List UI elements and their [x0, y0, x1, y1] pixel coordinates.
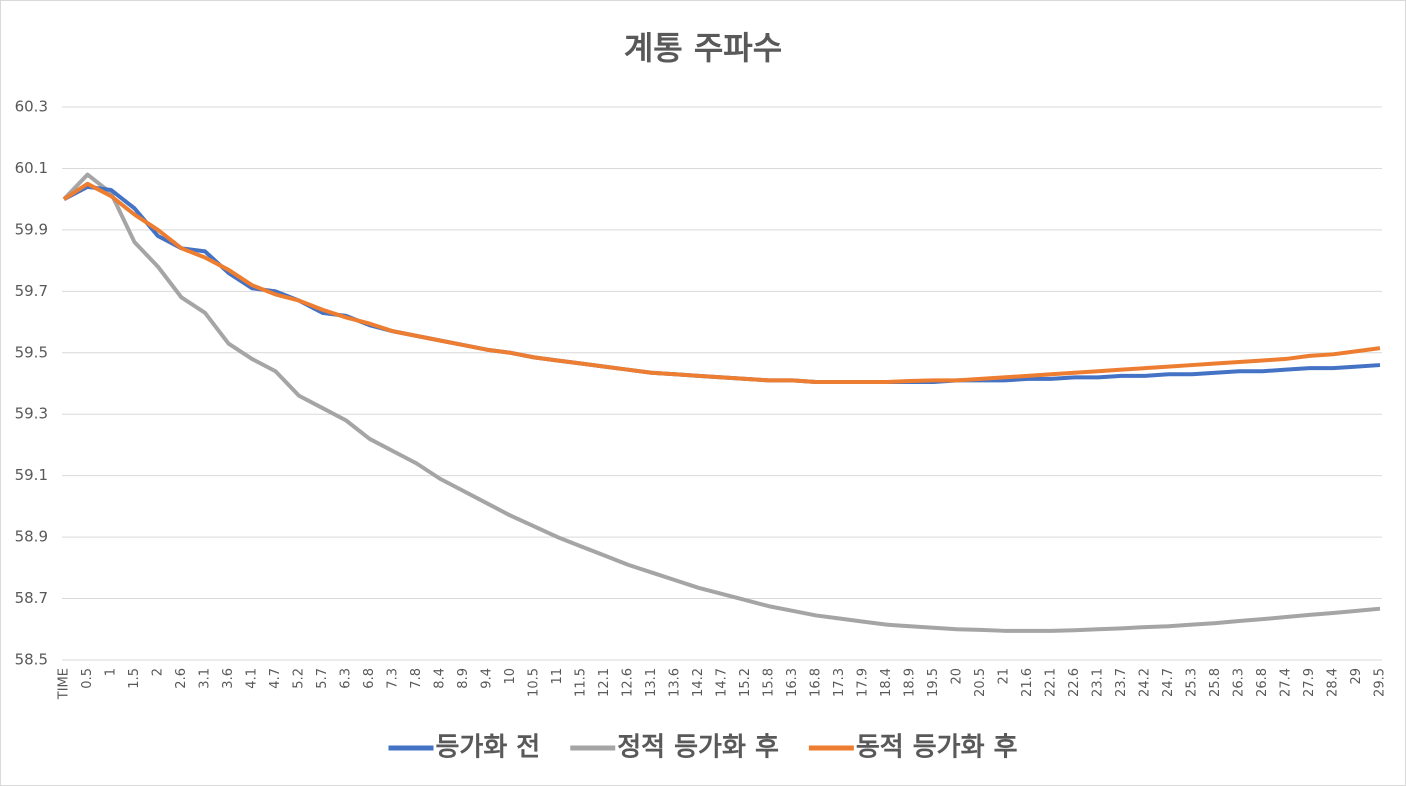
- x-tick-label: 4.1: [245, 668, 260, 689]
- x-tick-label: 8.4: [433, 668, 448, 689]
- x-tick-label: 3.6: [221, 668, 236, 689]
- x-tick-label: 21: [997, 668, 1012, 685]
- x-tick-label: 16.8: [809, 668, 824, 697]
- x-tick-label: 1.5: [127, 668, 142, 689]
- y-tick-label: 58.7: [15, 589, 48, 607]
- legend-label: 동적 등가화 후: [856, 733, 1018, 763]
- x-tick-label: 23.1: [1091, 668, 1106, 697]
- x-tick-label: 20: [950, 668, 965, 685]
- series-line: [62, 181, 1381, 384]
- x-tick-label: 5.2: [292, 668, 307, 689]
- x-tick-label: 7.3: [386, 668, 401, 689]
- x-tick-label: 16.3: [785, 668, 800, 697]
- y-tick-label: 58.9: [15, 528, 48, 546]
- x-tick-label: 2.6: [174, 668, 189, 689]
- x-tick-label: 5.7: [315, 668, 330, 689]
- x-tick-label: 15.2: [738, 668, 753, 697]
- x-tick-label: 19.5: [926, 668, 941, 697]
- y-tick-label: 59.7: [15, 282, 48, 300]
- x-tick-label: 8.9: [456, 668, 471, 689]
- x-tick-label: 27.9: [1302, 668, 1317, 697]
- x-tick-label: 10: [503, 668, 518, 685]
- x-tick-label: 23.7: [1114, 668, 1129, 697]
- x-tick-label: 26.3: [1232, 668, 1247, 697]
- x-tick-label: 9.4: [480, 668, 495, 689]
- x-tick-label: 14.2: [691, 668, 706, 697]
- x-tick-label: 22.6: [1067, 668, 1082, 697]
- x-tick-label: 24.2: [1138, 668, 1153, 697]
- y-tick-label: 59.3: [15, 405, 48, 423]
- x-tick-label: 13.1: [644, 668, 659, 697]
- x-tick-label: 4.7: [268, 668, 283, 689]
- x-tick-label: 24.7: [1161, 668, 1176, 697]
- legend-label: 정적 등가화 후: [617, 733, 779, 763]
- x-tick-label: 2: [151, 668, 166, 676]
- x-tick-label: 28.4: [1326, 668, 1341, 697]
- x-tick-label: 12.1: [597, 668, 612, 697]
- x-tick-label: 1: [104, 668, 119, 676]
- x-tick-label: 13.6: [668, 668, 683, 697]
- x-tick-label: 29.5: [1373, 668, 1388, 697]
- y-tick-label: 59.9: [15, 220, 48, 238]
- x-tick-label: 6.3: [339, 668, 354, 689]
- x-tick-label: 11: [550, 668, 565, 685]
- x-tick-label: 17.3: [832, 668, 847, 697]
- x-tick-label: 25.8: [1208, 668, 1223, 697]
- legend-label: 등가화 전: [436, 733, 541, 763]
- y-tick-label: 60.1: [15, 159, 48, 177]
- x-tick-label: 20.5: [973, 668, 988, 697]
- series-line: [62, 172, 1381, 633]
- x-tick-label: 25.3: [1185, 668, 1200, 697]
- x-tick-label: 26.8: [1255, 668, 1270, 697]
- x-tick-label: 29: [1349, 668, 1364, 685]
- x-tick-label: 3.1: [198, 668, 213, 689]
- x-tick-label: 15.8: [762, 668, 777, 697]
- x-tick-label: TIME: [57, 668, 72, 700]
- y-tick-label: 58.5: [15, 651, 48, 669]
- x-tick-label: 18.9: [903, 668, 918, 697]
- x-tick-label: 11.5: [574, 668, 589, 697]
- y-tick-label: 60.3: [15, 98, 48, 116]
- y-tick-label: 59.1: [15, 466, 48, 484]
- y-tick-label: 59.5: [15, 343, 48, 361]
- x-tick-label: 10.5: [527, 668, 542, 697]
- x-tick-label: 21.6: [1020, 668, 1035, 697]
- x-tick-label: 6.8: [362, 668, 377, 689]
- x-tick-label: 22.1: [1044, 668, 1059, 697]
- x-tick-label: 14.7: [715, 668, 730, 697]
- x-tick-label: 7.8: [409, 668, 424, 689]
- chart-title: 계통 주파수: [624, 29, 782, 67]
- x-tick-label: 0.5: [80, 668, 95, 689]
- x-tick-label: 12.6: [621, 668, 636, 697]
- x-tick-label: 27.4: [1279, 668, 1294, 697]
- x-tick-label: 17.9: [856, 668, 871, 697]
- x-tick-label: 18.4: [879, 668, 894, 697]
